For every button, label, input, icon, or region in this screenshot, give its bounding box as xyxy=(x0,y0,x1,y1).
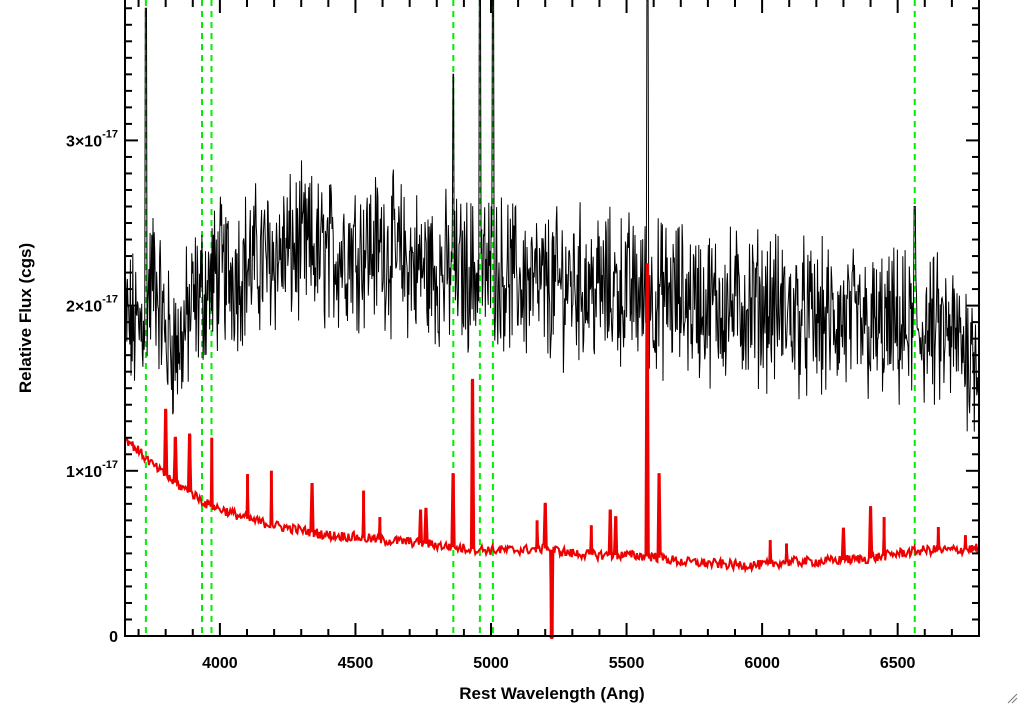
y-tick-label-base: 0 xyxy=(109,629,118,646)
y-tick-label-exponent: -17 xyxy=(102,294,118,306)
y-axis-label: Relative Flux (cgs) xyxy=(16,243,35,393)
x-tick-label: 6500 xyxy=(880,655,916,672)
x-axis-label: Rest Wavelength (Ang) xyxy=(459,684,644,703)
spectrum-series xyxy=(124,0,980,639)
x-tick-label: 5500 xyxy=(609,655,645,672)
y-tick-label-exponent: -17 xyxy=(102,459,118,471)
y-tick-label: 0 xyxy=(109,629,118,646)
y-tick-label-base: 2×10 xyxy=(66,299,102,316)
observed-spectrum-line xyxy=(124,0,979,432)
x-tick-label: 4000 xyxy=(202,655,238,672)
x-tick-label: 4500 xyxy=(338,655,374,672)
y-tick-label-base: 1×10 xyxy=(66,464,102,481)
x-tick-label: 6000 xyxy=(744,655,780,672)
plot-frame xyxy=(124,0,980,637)
y-tick-labels: 01×10-172×10-173×10-17 xyxy=(66,128,118,646)
x-tick-labels: 4000 4500 5000 5500 6000 6500 xyxy=(202,655,915,672)
y-tick-label: 2×10-17 xyxy=(66,294,118,316)
y-tick-label-base: 3×10 xyxy=(66,133,102,150)
y-tick-label: 3×10-17 xyxy=(66,128,118,150)
y-tick-label: 1×10-17 xyxy=(66,459,118,481)
axis-ticks xyxy=(125,0,980,637)
resize-grip-icon[interactable] xyxy=(1004,690,1018,704)
x-tick-label: 5000 xyxy=(473,655,509,672)
y-tick-label-exponent: -17 xyxy=(102,128,118,140)
